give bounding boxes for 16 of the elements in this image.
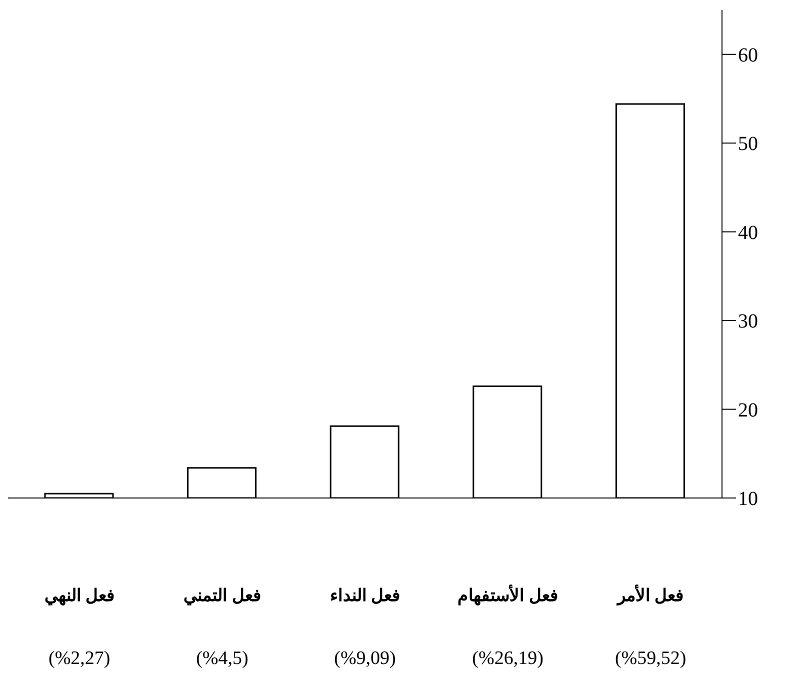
y-tick-label: 50 [738,133,758,156]
text: (%4,5) [196,648,248,669]
text: (%2,27) [48,648,110,669]
y-tick-label: 20 [738,399,758,422]
y-tick-label: 40 [738,222,758,244]
text: (%26,19) [472,648,544,669]
x-tick-label: فعل النهي [44,586,115,606]
x-tick-label: فعل النداء [330,586,400,605]
x-tick-label: فعل الأستفهام [458,584,558,606]
y-tick-label: 60 [738,44,758,66]
x-tick-label: فعل الأمر [615,584,684,606]
x-tick-label: فعل التمني [184,586,261,606]
text: (%9,09) [334,648,396,669]
y-tick-label: 10 [738,488,758,510]
y-tick-label: 30 [738,310,758,333]
text: (%59,52) [614,648,686,669]
